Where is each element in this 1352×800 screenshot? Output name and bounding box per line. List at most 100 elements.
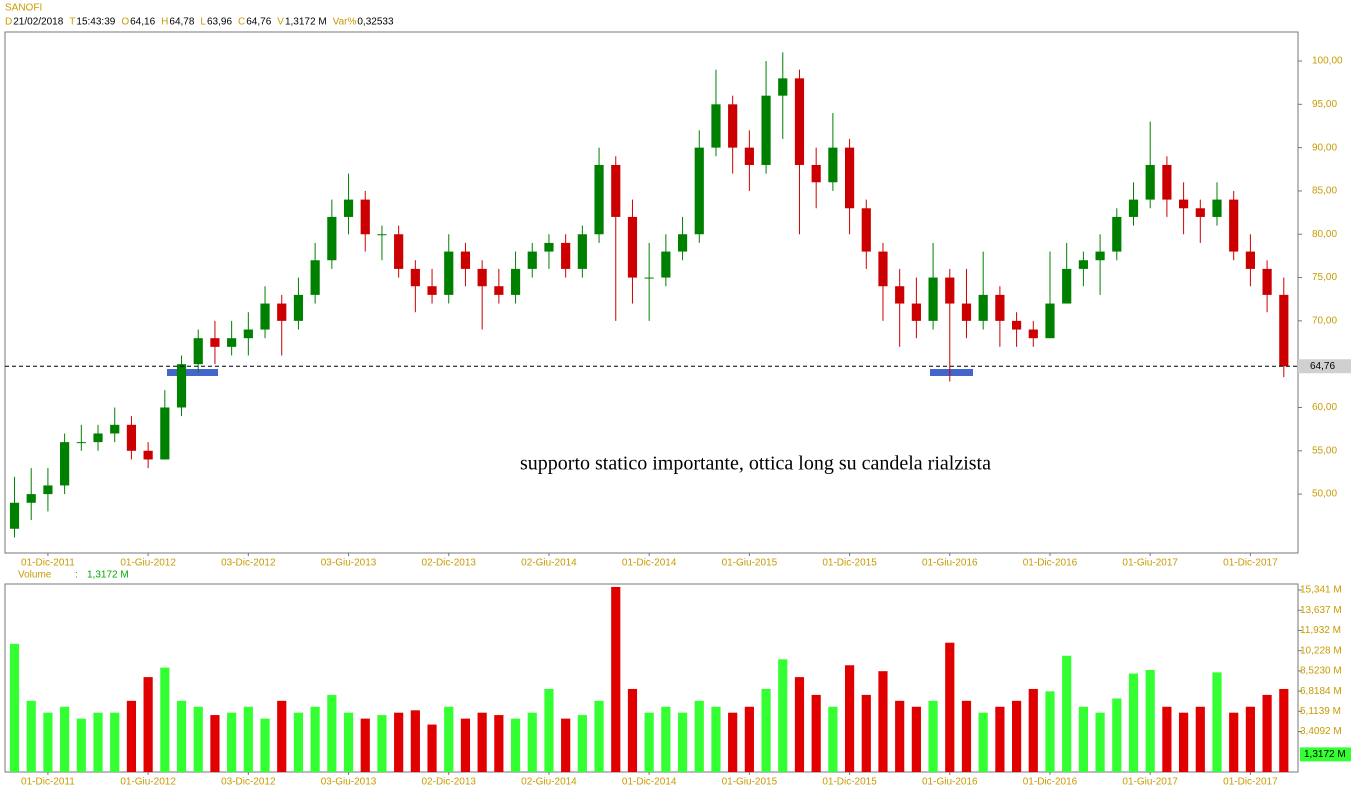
candle-body bbox=[694, 147, 704, 235]
candle-body bbox=[778, 78, 788, 96]
candle-body bbox=[828, 147, 838, 183]
volume-bar bbox=[945, 642, 955, 772]
candle-body bbox=[1062, 268, 1072, 304]
volume-bar bbox=[9, 643, 20, 772]
x-tick-label: 01-Dic-2017 bbox=[1223, 777, 1278, 788]
candle-body bbox=[794, 78, 805, 165]
candle-body bbox=[644, 277, 654, 279]
y-tick-label: 11,932 M bbox=[1300, 625, 1341, 636]
candle-body bbox=[627, 216, 638, 278]
header-key: Var% bbox=[333, 17, 357, 28]
volume-bar bbox=[995, 706, 1005, 772]
candle-body bbox=[995, 294, 1005, 321]
header-key: T bbox=[69, 17, 75, 28]
x-tick-label: 01-Giu-2015 bbox=[722, 777, 778, 788]
y-tick-label: 90,00 bbox=[1312, 142, 1337, 153]
x-tick-label: 01-Dic-2014 bbox=[622, 558, 677, 569]
x-tick-label: 01-Dic-2016 bbox=[1023, 558, 1078, 569]
volume-bar bbox=[527, 712, 537, 772]
candle-body bbox=[711, 104, 721, 148]
volume-bar bbox=[661, 706, 671, 772]
y-tick-label: 15,341 M bbox=[1300, 585, 1342, 596]
candle-body bbox=[110, 424, 120, 434]
volume-bar bbox=[911, 706, 921, 772]
x-tick-label: 01-Giu-2017 bbox=[1122, 777, 1178, 788]
volume-bar bbox=[1011, 700, 1022, 772]
candle-body bbox=[343, 199, 354, 217]
volume-bar bbox=[60, 706, 70, 772]
header-value: 1,3172 M bbox=[285, 17, 327, 28]
volume-bar bbox=[828, 706, 838, 772]
candle-body bbox=[160, 407, 170, 460]
y-tick-label: 70,00 bbox=[1312, 316, 1337, 327]
volume-bar bbox=[494, 715, 504, 772]
candle-body bbox=[744, 147, 754, 165]
header-value: 64,76 bbox=[246, 17, 271, 28]
candle-body bbox=[1212, 199, 1222, 217]
candle-body bbox=[510, 268, 521, 295]
candle-body bbox=[126, 424, 137, 451]
candle-body bbox=[477, 268, 487, 287]
volume-bar bbox=[1028, 688, 1038, 772]
volume-bar bbox=[644, 712, 654, 772]
support-box bbox=[167, 369, 218, 376]
chart-title: SANOFI bbox=[5, 3, 42, 14]
volume-bar bbox=[794, 677, 805, 772]
header: D 21/02/2018 T 15:43:39 O 64,16 H 64,78 L 63,96 C 6… bbox=[5, 17, 394, 28]
candle-body bbox=[961, 303, 972, 321]
volume-bar bbox=[577, 715, 587, 772]
candle-body bbox=[293, 294, 304, 321]
y-tick-label: 50,00 bbox=[1312, 489, 1337, 500]
volume-bar bbox=[1195, 706, 1205, 772]
candle-body bbox=[460, 251, 471, 269]
candle-body bbox=[93, 433, 103, 443]
y-tick-label: 75,00 bbox=[1312, 272, 1337, 283]
candle-body bbox=[327, 216, 337, 261]
volume-bar bbox=[1062, 655, 1072, 772]
x-tick-label: 01-Giu-2016 bbox=[922, 777, 978, 788]
y-tick-label: 13,637 M bbox=[1300, 605, 1342, 616]
x-tick-label: 01-Dic-2011 bbox=[21, 777, 75, 788]
volume-bar bbox=[778, 659, 788, 772]
candle-body bbox=[60, 442, 70, 486]
candle-body bbox=[1128, 199, 1139, 217]
x-tick-label: 01-Dic-2015 bbox=[822, 558, 877, 569]
candle-body bbox=[1229, 199, 1239, 252]
volume-bar bbox=[1279, 688, 1289, 772]
candle-body bbox=[811, 164, 821, 183]
volume-bar bbox=[143, 677, 153, 772]
x-tick-label: 01-Giu-2012 bbox=[120, 558, 176, 569]
candle-body bbox=[26, 494, 36, 503]
candle-body bbox=[76, 442, 86, 444]
volume-bar bbox=[410, 710, 420, 772]
volume-bar bbox=[110, 712, 120, 772]
volume-bar bbox=[1179, 712, 1189, 772]
volume-bar bbox=[1245, 706, 1255, 772]
volume-bar bbox=[928, 700, 938, 772]
candle-body bbox=[377, 234, 387, 236]
candle-body bbox=[277, 303, 287, 321]
price-pane bbox=[4, 31, 1299, 554]
x-tick-label: 02-Dic-2013 bbox=[422, 777, 477, 788]
candle-body bbox=[176, 364, 187, 408]
annotation: supporto statico importante, ottica long… bbox=[520, 453, 991, 475]
volume-bar bbox=[1045, 691, 1055, 772]
x-tick-label: 01-Giu-2016 bbox=[922, 558, 978, 569]
header-key: C bbox=[238, 17, 245, 28]
header-value: 15:43:39 bbox=[76, 17, 115, 28]
y-tick-label: 3,4092 M bbox=[1300, 726, 1342, 737]
volume-bar bbox=[1229, 712, 1239, 772]
volume-bar bbox=[811, 694, 821, 772]
candle-body bbox=[895, 286, 905, 304]
y-tick-label: 100,00 bbox=[1312, 56, 1343, 67]
header-value: 64,16 bbox=[130, 17, 155, 28]
candle-body bbox=[1112, 216, 1122, 252]
x-tick-label: 01-Dic-2017 bbox=[1223, 558, 1278, 569]
volume-bar bbox=[1145, 669, 1155, 772]
x-tick-label: 01-Dic-2014 bbox=[622, 777, 677, 788]
price-marker-box bbox=[1298, 359, 1351, 374]
candle-body bbox=[1162, 164, 1172, 200]
y-tick-label: 60,00 bbox=[1312, 402, 1337, 413]
candle-body bbox=[844, 147, 855, 209]
